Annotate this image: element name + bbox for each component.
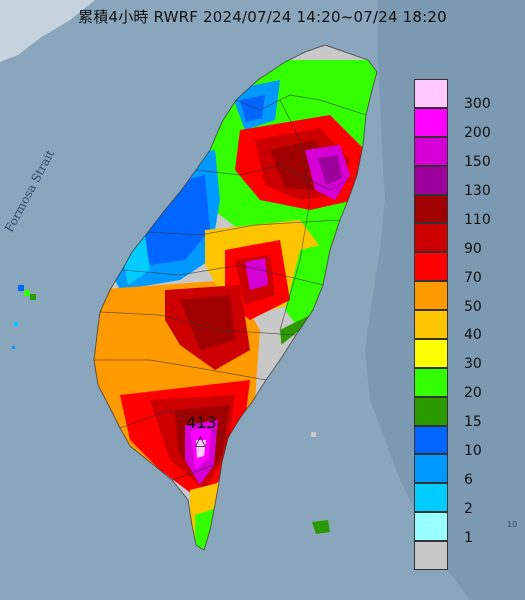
legend-level-label: 40 bbox=[464, 327, 482, 344]
legend-swatch bbox=[414, 223, 448, 253]
legend-swatch bbox=[414, 107, 448, 137]
rain-zone-20 bbox=[285, 240, 340, 330]
legend-level-label: 90 bbox=[464, 240, 482, 257]
legend-swatch bbox=[414, 367, 448, 397]
legend-level-label: 20 bbox=[464, 385, 482, 402]
legend-level-label: 110 bbox=[464, 211, 491, 228]
legend-level-label: 70 bbox=[464, 269, 482, 286]
legend-swatch bbox=[414, 252, 448, 282]
green-island bbox=[311, 432, 316, 437]
legend-swatch bbox=[414, 79, 448, 108]
legend-level-label: 50 bbox=[464, 298, 482, 315]
legend-level-label: 200 bbox=[464, 125, 491, 142]
legend-level-label: 300 bbox=[464, 96, 491, 113]
legend-swatch bbox=[414, 281, 448, 311]
rain-zone-300 bbox=[196, 440, 206, 458]
rain-zone-10 bbox=[240, 95, 265, 122]
legend-swatch bbox=[414, 165, 448, 195]
edge-label: 10 bbox=[507, 520, 518, 529]
legend-swatch bbox=[414, 512, 448, 542]
legend-swatch bbox=[414, 310, 448, 339]
max-marker-icon: △ bbox=[195, 433, 206, 449]
rainfall-legend: 300 200 150 130 110 90 70 50 40 30 20 15 10 6 2 1 bbox=[414, 79, 519, 570]
legend-swatch bbox=[414, 483, 448, 513]
legend-swatch bbox=[414, 194, 448, 224]
max-value-label: 413 bbox=[186, 413, 217, 432]
legend-level-label: 1 bbox=[464, 529, 473, 546]
legend-level-label: 15 bbox=[464, 414, 482, 431]
map-title: 累積4小時 RWRF 2024/07/24 14:20~07/24 18:20 bbox=[78, 8, 447, 26]
legend-level-label: 150 bbox=[464, 154, 491, 171]
penghu-islands bbox=[12, 285, 36, 349]
legend-swatch bbox=[414, 396, 448, 426]
legend-level-label: 6 bbox=[464, 471, 473, 488]
county-boundaries bbox=[93, 44, 378, 551]
rain-zone-130 bbox=[318, 155, 342, 185]
legend-swatch bbox=[414, 541, 448, 570]
legend-level-label: 130 bbox=[464, 182, 491, 199]
legend-swatch bbox=[414, 338, 448, 368]
legend-level-label: 10 bbox=[464, 442, 482, 459]
legend-level-label: 30 bbox=[464, 356, 482, 373]
legend-swatch bbox=[414, 136, 448, 166]
legend-swatch bbox=[414, 454, 448, 484]
rain-zone-110 bbox=[180, 295, 235, 350]
legend-swatch bbox=[414, 425, 448, 455]
mainland-coast bbox=[0, 0, 95, 62]
orchid-island bbox=[312, 520, 330, 534]
rain-zone-150 bbox=[245, 258, 268, 290]
legend-level-label: 2 bbox=[464, 500, 473, 517]
